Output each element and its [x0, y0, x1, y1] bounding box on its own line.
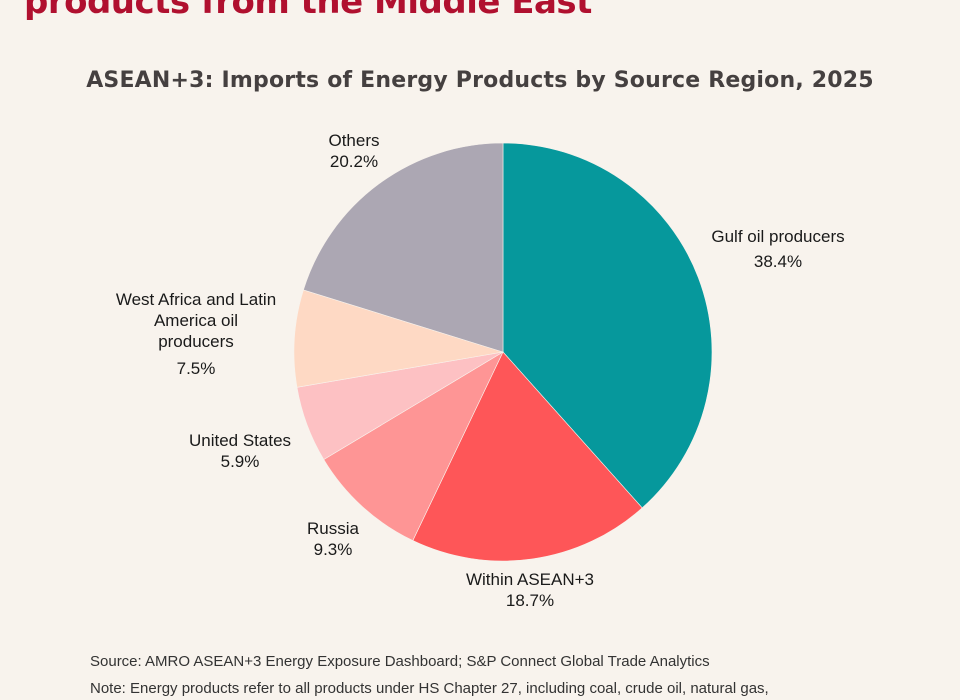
- slice-label-west-africa-latam: West Africa and Latin America oil produc…: [86, 289, 306, 379]
- slice-label-value: 5.9%: [220, 452, 260, 471]
- slice-label-value: 7.5%: [176, 359, 216, 378]
- slice-label-others: Others 20.2%: [294, 130, 414, 172]
- slice-label-name: Gulf oil producers: [711, 227, 845, 246]
- slice-label-name: Within ASEAN+3: [465, 570, 595, 589]
- headline: products from the Middle East: [24, 0, 592, 22]
- pie-slice-within-asean-3: [412, 351, 643, 562]
- slice-label-value: 18.7%: [505, 591, 555, 610]
- slice-label-name-line-1: West Africa and Latin: [115, 290, 277, 309]
- pie-slice-west-africa-and-latin-america-oil-producers: [293, 289, 504, 388]
- pie-slice-gulf-oil-producers: [502, 142, 713, 509]
- slice-label-united-states: United States 5.9%: [170, 430, 310, 472]
- footnote: Note: Energy products refer to all produ…: [90, 680, 769, 697]
- slice-label-value: 20.2%: [329, 152, 379, 171]
- chart-title: ASEAN+3: Imports of Energy Products by S…: [86, 68, 874, 93]
- slice-label-russia: Russia 9.3%: [283, 518, 383, 560]
- pie-slice-others: [303, 142, 504, 353]
- slice-label-value: 9.3%: [313, 540, 353, 559]
- slice-label-name: Others: [328, 131, 380, 150]
- source-note: Source: AMRO ASEAN+3 Energy Exposure Das…: [90, 653, 710, 670]
- slice-label-gulf: Gulf oil producers 38.4%: [668, 226, 888, 272]
- slice-label-name: Russia: [307, 519, 359, 538]
- slice-label-name-line-3: producers: [158, 332, 234, 351]
- pie-slice-russia: [323, 351, 504, 541]
- slice-label-name-line-2: America oil: [153, 311, 239, 330]
- slice-label-value: 38.4%: [753, 252, 803, 271]
- slice-label-name: United States: [188, 431, 292, 450]
- slice-label-within-asean: Within ASEAN+3 18.7%: [430, 569, 630, 611]
